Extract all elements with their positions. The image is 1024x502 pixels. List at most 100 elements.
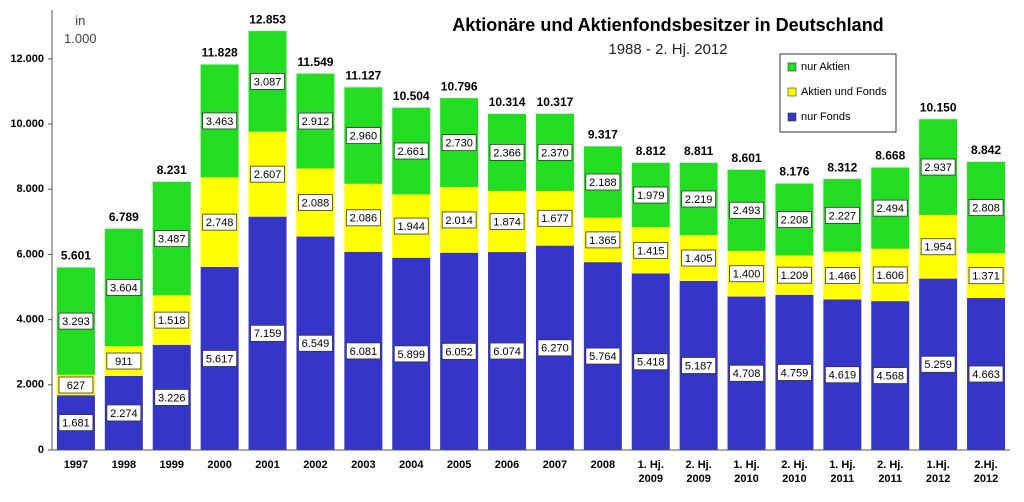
value-label-box: [202, 213, 238, 231]
total-label: 8.812: [636, 144, 666, 158]
value-label-box: [489, 143, 525, 161]
value-label: 1.874: [493, 216, 521, 228]
x-tick-label: 1999: [159, 459, 184, 471]
value-label-box: [106, 279, 142, 296]
x-tick-label: 1997: [63, 459, 89, 471]
legend-swatch: [787, 112, 797, 122]
value-label-box: [920, 355, 956, 373]
y-tick-label: 2.000: [16, 379, 44, 391]
value-label: 1.944: [397, 221, 425, 233]
value-label: 1.677: [541, 213, 569, 225]
value-label-box: [106, 352, 142, 370]
value-label: 4.759: [781, 367, 809, 379]
value-label: 3.604: [110, 282, 138, 294]
value-label: 3.463: [206, 116, 234, 128]
value-label: 1.400: [733, 269, 761, 281]
total-label: 6.789: [109, 210, 139, 224]
total-label: 12.853: [249, 12, 286, 26]
chart-title: Aktionäre und Aktienfondsbesitzer in Deu…: [452, 15, 883, 35]
value-label-box: [824, 267, 860, 284]
value-label: 1.518: [158, 315, 186, 327]
value-label-box: [537, 209, 573, 227]
value-label: 2.960: [350, 130, 378, 142]
value-label: 3.226: [158, 392, 186, 404]
value-label-box: [202, 350, 238, 367]
value-label-box: [537, 143, 573, 161]
y-tick-label: 12.000: [10, 53, 44, 65]
value-label-box: [441, 134, 477, 152]
value-label-box: [824, 366, 860, 384]
y-tick-label: 8.000: [16, 183, 44, 195]
value-label-box: [250, 72, 285, 90]
value-label: 1.209: [781, 270, 809, 282]
value-label-box: [489, 213, 525, 230]
total-label: 8.312: [827, 160, 857, 174]
value-label: 6.074: [493, 346, 521, 358]
x-tick-label: 2002: [303, 459, 328, 471]
value-label: 2.088: [302, 197, 330, 209]
value-label-box: [872, 266, 908, 284]
x-tick-label: 2.Hj. 2012: [973, 459, 999, 485]
value-label-box: [633, 353, 669, 371]
total-label: 10.314: [489, 95, 526, 109]
total-label: 5.601: [61, 249, 91, 263]
value-label-box: [777, 266, 812, 284]
total-label: 8.601: [732, 151, 762, 165]
value-label-box: [872, 199, 908, 217]
value-label: 1.606: [876, 270, 904, 282]
x-tick-label: 1. Hj. 2009: [637, 459, 664, 485]
value-label: 1.466: [829, 270, 857, 282]
value-label-box: [537, 339, 573, 357]
value-label-box: [585, 231, 621, 249]
value-label-box: [633, 186, 669, 204]
value-label: 5.617: [206, 353, 234, 365]
x-tick-label: 2006: [494, 459, 520, 471]
value-label-box: [633, 241, 669, 259]
x-tick-label: 1.Hj. 2012: [925, 459, 951, 485]
value-label-box: [250, 165, 285, 183]
value-label-box: [154, 230, 190, 247]
value-label: 2.208: [781, 214, 809, 226]
value-label-box: [824, 206, 860, 224]
value-label-box: [345, 127, 381, 144]
total-label: 11.828: [202, 46, 238, 60]
value-label: 3.293: [62, 316, 90, 328]
value-label: 2.493: [733, 205, 761, 217]
total-label: 11.127: [345, 69, 381, 83]
value-label: 1.415: [637, 245, 665, 257]
value-label-box: [777, 211, 812, 228]
value-label-box: [872, 367, 908, 384]
legend-label: nur Fonds: [801, 111, 851, 123]
value-label: 1.371: [972, 271, 1000, 283]
x-tick-label: 2007: [542, 459, 568, 471]
value-label-box: [585, 347, 621, 365]
total-label: 10.317: [537, 95, 574, 109]
value-label-box: [585, 173, 621, 191]
value-label-box: [681, 357, 717, 374]
value-label: 2.227: [829, 210, 857, 222]
total-label: 8.811: [684, 144, 714, 158]
legend-label: nur Aktien: [801, 61, 850, 73]
value-label: 2.494: [876, 203, 904, 215]
value-label: 3.087: [254, 76, 282, 88]
x-tick-label: 2. Hj. 2010: [781, 459, 808, 485]
value-label-box: [441, 342, 477, 360]
value-label: 2.937: [924, 162, 952, 174]
value-label-box: [58, 414, 94, 432]
value-label: 2.370: [541, 147, 569, 159]
x-tick-label: 2. Hj. 2009: [685, 459, 712, 485]
value-label-box: [489, 342, 525, 360]
value-label: 2.748: [206, 217, 234, 229]
total-label: 11.549: [297, 55, 333, 69]
value-label: 2.219: [685, 194, 713, 206]
value-label: 4.619: [829, 370, 857, 382]
total-label: 8.231: [157, 163, 187, 177]
value-label: 5.418: [637, 357, 665, 369]
value-label-box: [202, 112, 238, 130]
value-label: 1.954: [924, 242, 952, 254]
value-label-box: [441, 211, 477, 229]
value-label: 5.259: [924, 359, 952, 371]
value-label: 2.808: [972, 202, 1000, 214]
value-label: 2.188: [589, 177, 617, 189]
value-label: 2.014: [445, 215, 473, 227]
